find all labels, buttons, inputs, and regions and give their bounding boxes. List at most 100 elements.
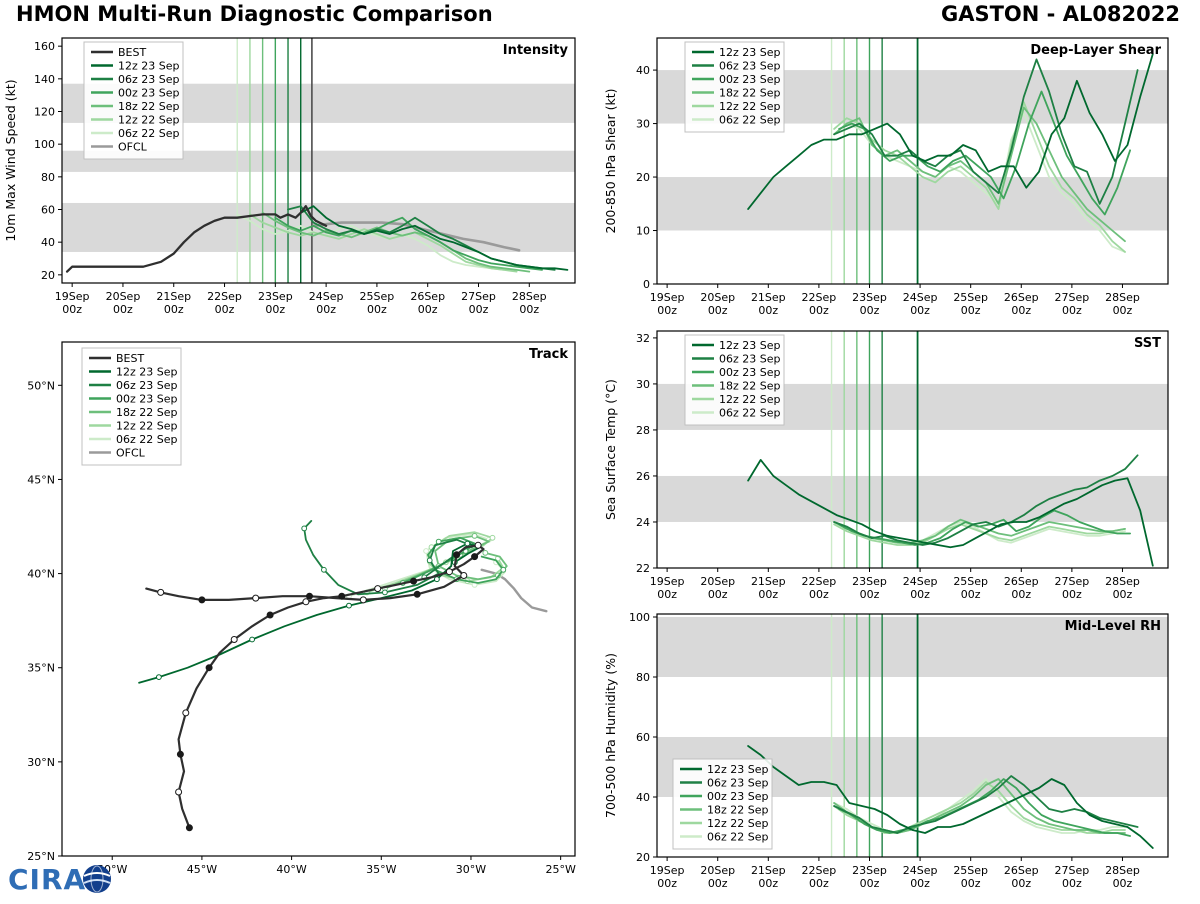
track-point (175, 788, 183, 796)
track-point (205, 664, 213, 672)
svg-text:00z: 00z (860, 877, 880, 890)
svg-text:06z 22 Sep: 06z 22 Sep (116, 433, 178, 446)
track-point (359, 596, 367, 604)
svg-text:12z 23 Sep: 12z 23 Sep (707, 763, 769, 776)
svg-text:25°W: 25°W (545, 863, 575, 876)
svg-text:22: 22 (636, 562, 650, 575)
svg-text:12z 22 Sep: 12z 22 Sep (118, 113, 180, 126)
svg-text:24Sep: 24Sep (903, 864, 938, 877)
series-12z-22-sep (833, 101, 1126, 253)
svg-text:20: 20 (636, 851, 650, 864)
svg-text:00z: 00z (961, 304, 981, 317)
series-12z-22-sep (249, 213, 518, 273)
svg-text:00z: 00z (910, 588, 930, 601)
track-point (301, 525, 308, 532)
track-point (182, 709, 190, 717)
track-point (489, 534, 496, 541)
svg-text:BEST: BEST (116, 352, 144, 365)
track-point (157, 588, 165, 596)
svg-text:35°N: 35°N (27, 662, 55, 675)
svg-text:00z: 00z (657, 304, 677, 317)
track-point (374, 585, 382, 593)
cira-logo: CIRA (8, 863, 111, 896)
svg-text:00z: 00z (708, 304, 728, 317)
track-panel: 50°W 45°W 40°W 35°W 30°W 25°W 25°N 30°N 35°N 40°N… (0, 330, 600, 900)
svg-text:160: 160 (34, 40, 55, 53)
svg-text:32: 32 (636, 332, 650, 345)
svg-text:00z: 00z (809, 588, 829, 601)
storm-title: GASTON - AL082022 (940, 2, 1180, 26)
svg-text:00z 23 Sep: 00z 23 Sep (118, 86, 180, 99)
svg-text:00z: 00z (708, 588, 728, 601)
svg-text:00z: 00z (1113, 304, 1133, 317)
svg-text:27Sep: 27Sep (461, 290, 496, 303)
series-12z-22-sep (833, 523, 1126, 546)
svg-text:00z: 00z (265, 303, 285, 316)
svg-text:00z: 00z (1011, 304, 1031, 317)
track-point (176, 750, 184, 758)
svg-text:24Sep: 24Sep (903, 291, 938, 304)
svg-text:00z: 00z (657, 588, 677, 601)
svg-text:45°N: 45°N (27, 473, 55, 486)
svg-text:19Sep: 19Sep (650, 291, 685, 304)
svg-text:00z: 00z (1062, 588, 1082, 601)
svg-text:06z 22 Sep: 06z 22 Sep (719, 113, 781, 126)
svg-text:00z 23 Sep: 00z 23 Sep (707, 790, 769, 803)
svg-text:21Sep: 21Sep (751, 291, 786, 304)
svg-text:60: 60 (41, 204, 55, 217)
series-best (65, 205, 328, 273)
svg-text:12z 22 Sep: 12z 22 Sep (719, 100, 781, 113)
svg-text:22Sep: 22Sep (802, 575, 837, 588)
svg-text:27Sep: 27Sep (1055, 291, 1090, 304)
svg-text:40°W: 40°W (276, 863, 306, 876)
svg-text:27Sep: 27Sep (1055, 575, 1090, 588)
svg-text:80: 80 (41, 171, 55, 184)
svg-text:00z 23 Sep: 00z 23 Sep (116, 392, 178, 405)
svg-text:100: 100 (629, 611, 650, 624)
intensity-panel: 19Sep 00z 20Sep 00z 21Sep 00z 22Sep 00z 23Sep 00z… (0, 0, 600, 330)
svg-text:18z 22 Sep: 18z 22 Sep (719, 379, 781, 392)
svg-text:22Sep: 22Sep (802, 291, 837, 304)
svg-text:18z 22 Sep: 18z 22 Sep (116, 406, 178, 419)
svg-text:100: 100 (34, 138, 55, 151)
track-point (413, 590, 421, 598)
track-point (482, 550, 489, 556)
svg-text:12z 23 Sep: 12z 23 Sep (719, 339, 781, 352)
svg-text:06z 23 Sep: 06z 23 Sep (707, 776, 769, 789)
svg-text:19Sep: 19Sep (650, 575, 685, 588)
svg-text:20: 20 (636, 171, 650, 184)
panel-title: SST (1134, 336, 1161, 351)
svg-text:25Sep: 25Sep (953, 864, 988, 877)
track-point (423, 548, 430, 554)
svg-text:00z 23 Sep: 00z 23 Sep (719, 366, 781, 379)
track-point (321, 566, 327, 573)
series-12z-23-sep (299, 205, 569, 271)
svg-text:06z 22 Sep: 06z 22 Sep (707, 830, 769, 843)
y-axis-label: 700-500 hPa Humidity (%) (603, 653, 618, 818)
svg-text:28: 28 (636, 424, 650, 437)
track-point (346, 602, 352, 609)
svg-text:00z: 00z (469, 303, 489, 316)
svg-text:00z: 00z (519, 303, 539, 316)
track-point (306, 592, 313, 600)
svg-text:10: 10 (636, 225, 650, 238)
svg-text:120: 120 (34, 106, 55, 119)
svg-text:50°N: 50°N (27, 379, 55, 392)
track-point (434, 576, 440, 583)
svg-text:OFCL: OFCL (118, 140, 148, 153)
svg-text:23Sep: 23Sep (852, 291, 887, 304)
plot-frame (61, 341, 576, 857)
svg-text:00z: 00z (113, 303, 133, 316)
svg-text:12z 22 Sep: 12z 22 Sep (719, 393, 781, 406)
series-best (145, 544, 485, 829)
svg-text:30°W: 30°W (456, 863, 486, 876)
track-point (471, 533, 478, 539)
y-axis-label: 10m Max Wind Speed (kt) (3, 79, 18, 241)
series-18z-22-sep (261, 211, 531, 273)
svg-text:12z 22 Sep: 12z 22 Sep (707, 817, 769, 830)
svg-text:00z: 00z (910, 304, 930, 317)
